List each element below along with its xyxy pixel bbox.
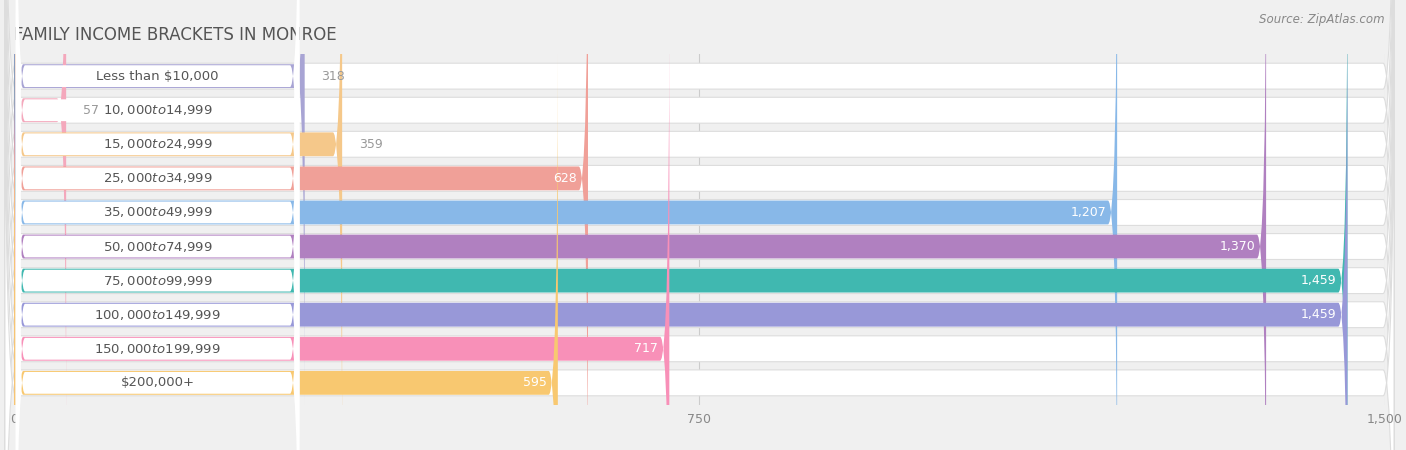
FancyBboxPatch shape <box>15 0 299 450</box>
FancyBboxPatch shape <box>15 0 299 450</box>
FancyBboxPatch shape <box>14 0 1347 450</box>
Text: Less than $10,000: Less than $10,000 <box>96 70 219 83</box>
FancyBboxPatch shape <box>4 0 1395 450</box>
FancyBboxPatch shape <box>15 0 299 450</box>
FancyBboxPatch shape <box>14 0 1118 450</box>
FancyBboxPatch shape <box>14 0 1347 450</box>
Text: 57: 57 <box>83 104 98 117</box>
FancyBboxPatch shape <box>4 0 1395 450</box>
FancyBboxPatch shape <box>4 0 1395 450</box>
Text: 359: 359 <box>359 138 382 151</box>
Text: $200,000+: $200,000+ <box>121 376 194 389</box>
Text: FAMILY INCOME BRACKETS IN MONROE: FAMILY INCOME BRACKETS IN MONROE <box>14 26 336 44</box>
Text: Source: ZipAtlas.com: Source: ZipAtlas.com <box>1260 14 1385 27</box>
Text: $35,000 to $49,999: $35,000 to $49,999 <box>103 206 212 220</box>
FancyBboxPatch shape <box>4 0 1395 450</box>
FancyBboxPatch shape <box>15 0 299 440</box>
Text: $150,000 to $199,999: $150,000 to $199,999 <box>94 342 221 356</box>
Text: 1,459: 1,459 <box>1301 308 1337 321</box>
Text: 1,207: 1,207 <box>1070 206 1107 219</box>
Text: 628: 628 <box>554 172 576 185</box>
FancyBboxPatch shape <box>14 0 342 450</box>
Text: $100,000 to $149,999: $100,000 to $149,999 <box>94 308 221 322</box>
Text: $75,000 to $99,999: $75,000 to $99,999 <box>103 274 212 288</box>
FancyBboxPatch shape <box>15 0 299 450</box>
FancyBboxPatch shape <box>14 0 1267 450</box>
FancyBboxPatch shape <box>15 19 299 450</box>
Text: 318: 318 <box>321 70 344 83</box>
Text: $50,000 to $74,999: $50,000 to $74,999 <box>103 239 212 253</box>
FancyBboxPatch shape <box>14 0 305 405</box>
FancyBboxPatch shape <box>4 0 1395 450</box>
FancyBboxPatch shape <box>15 0 299 450</box>
Text: $25,000 to $34,999: $25,000 to $34,999 <box>103 171 212 185</box>
FancyBboxPatch shape <box>14 20 669 450</box>
FancyBboxPatch shape <box>4 0 1395 450</box>
Text: 1,459: 1,459 <box>1301 274 1337 287</box>
Text: 717: 717 <box>634 342 658 355</box>
FancyBboxPatch shape <box>15 0 299 450</box>
FancyBboxPatch shape <box>4 0 1395 450</box>
FancyBboxPatch shape <box>15 0 299 406</box>
Text: 1,370: 1,370 <box>1219 240 1256 253</box>
FancyBboxPatch shape <box>14 54 558 450</box>
FancyBboxPatch shape <box>15 53 299 450</box>
Text: $10,000 to $14,999: $10,000 to $14,999 <box>103 103 212 117</box>
Text: 595: 595 <box>523 376 547 389</box>
FancyBboxPatch shape <box>14 0 66 439</box>
FancyBboxPatch shape <box>4 0 1395 450</box>
FancyBboxPatch shape <box>4 0 1395 450</box>
FancyBboxPatch shape <box>14 0 588 450</box>
Text: $15,000 to $24,999: $15,000 to $24,999 <box>103 137 212 151</box>
FancyBboxPatch shape <box>4 0 1395 450</box>
